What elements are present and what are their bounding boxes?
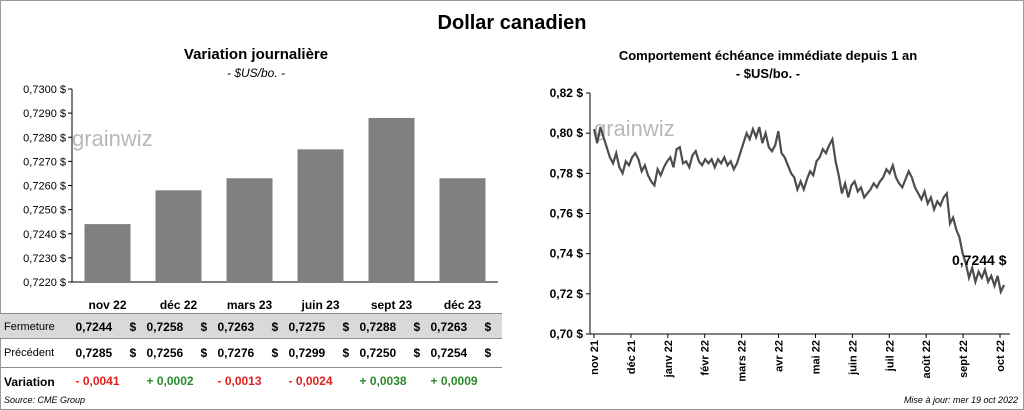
bar-category-label: mars 23: [227, 298, 273, 312]
bar-chart-subtitle: - $US/bo. -: [226, 66, 286, 80]
update-note: Mise à jour: mer 19 oct 2022: [903, 395, 1018, 405]
line-x-tick-label: août 22: [921, 340, 933, 379]
bar-category-label: juin 23: [300, 298, 339, 312]
line-y-tick-label: 0,76 $: [550, 207, 584, 221]
bar: [155, 190, 202, 282]
line-x-tick-label: sept 22: [958, 340, 970, 378]
line-x-tick-label: mai 22: [810, 340, 822, 374]
table-cell: 0,7244: [75, 320, 113, 334]
change-row: Variation - 0,0041 + 0,0002 - 0,0013 - 0,00…: [0, 367, 502, 393]
table-cell-currency: $: [484, 346, 492, 360]
line-series: [592, 125, 1005, 296]
previous-row-label: Précédent: [4, 347, 55, 359]
bar-y-tick-label: 0,7230 $: [23, 253, 66, 265]
table-cell-currency: $: [484, 320, 492, 334]
bar-chart-title: Variation journalière: [183, 46, 329, 63]
table-cell: 0,7288: [359, 320, 397, 334]
line-x-tick-label: févr 22: [700, 340, 712, 375]
watermark-text-right: grainwiz: [594, 116, 675, 141]
line-x-tick-label: déc 21: [626, 340, 638, 374]
bar-y-tick-label: 0,7240 $: [23, 229, 66, 241]
bar: [368, 117, 415, 282]
bar-y-tick-label: 0,7300 $: [23, 84, 66, 96]
bar-y-tick-label: 0,7250 $: [23, 205, 66, 217]
table-cell-currency: $: [129, 346, 137, 360]
table-cell: - 0,0013: [217, 374, 262, 388]
table-cell: + 0,0009: [430, 374, 478, 388]
table-cell: - 0,0024: [288, 374, 333, 388]
table-cell-currency: $: [413, 320, 421, 334]
bar: [297, 149, 344, 282]
bar: [439, 178, 486, 282]
line-chart-subtitle: - $US/bo. -: [735, 66, 801, 81]
line-y-tick-label: 0,72 $: [550, 287, 584, 301]
table-cell-currency: $: [342, 320, 350, 334]
line-y-tick-label: 0,80 $: [550, 126, 584, 140]
table-cell: - 0,0041: [75, 374, 120, 388]
table-cell: 0,7263: [217, 320, 255, 334]
line-x-tick-label: janv 22: [663, 340, 675, 378]
bar-category-label: sept 23: [371, 298, 413, 312]
bar-y-tick-label: 0,7260 $: [23, 181, 66, 193]
bar: [226, 178, 273, 282]
line-chart-y-axis: 0,70 $ 0,72 $ 0,74 $ 0,76 $ 0,78 $ 0,80 $ 0,82…: [550, 86, 1010, 341]
bar-chart-y-axis: 0,7220 $ 0,7230 $ 0,7240 $ 0,7250 $ 0,7260 $…: [23, 84, 498, 289]
line-x-tick-label: avr 22: [774, 340, 786, 372]
table-cell: 0,7254: [430, 346, 468, 360]
bar-chart-bars: [84, 117, 486, 282]
line-chart: grainwiz 0,70 $0,72 $0,74 $0,76 $0,78 $0…: [550, 86, 1010, 382]
bar-y-tick-label: 0,7220 $: [23, 277, 66, 289]
line-y-tick-label: 0,70 $: [550, 327, 584, 341]
line-y-tick-label: 0,78 $: [550, 166, 584, 180]
source-note: Source: CME Group: [4, 395, 86, 405]
bar-y-tick-label: 0,7290 $: [23, 108, 66, 120]
line-x-tick-label: juil 22: [884, 340, 896, 372]
line-x-tick-label: oct 22: [995, 340, 1007, 372]
bar-y-tick-label: 0,7280 $: [23, 132, 66, 144]
table-cell-currency: $: [200, 346, 208, 360]
main-title: Dollar canadien: [437, 12, 587, 34]
bar-category-label: déc 22: [160, 298, 198, 312]
table-cell: + 0,0002: [146, 374, 194, 388]
table-cell-currency: $: [129, 320, 137, 334]
bar-chart: grainwiz 0,7220 $ 0,7230 $ 0,7240 $ 0,7250 …: [23, 84, 498, 312]
table-cell-currency: $: [342, 346, 350, 360]
bar: [84, 224, 131, 282]
table-cell: 0,7263: [430, 320, 468, 334]
line-chart-title: Comportement échéance immédiate depuis 1…: [618, 48, 918, 63]
table-cell: 0,7285: [75, 346, 113, 360]
close-row-label: Fermeture: [4, 321, 55, 333]
table-cell: 0,7299: [288, 346, 326, 360]
table-cell: 0,7256: [146, 346, 184, 360]
table-cell: 0,7275: [288, 320, 326, 334]
line-x-tick-label: mars 22: [737, 340, 749, 382]
last-value-label: 0,7244 $: [952, 252, 1007, 268]
close-row: Fermeture 0,7244 $0,7258 $0,7263 $0,7275 $0,…: [0, 313, 502, 339]
table-cell: 0,7250: [359, 346, 397, 360]
line-chart-x-axis: nov 21 déc 21 janv 22 févr 22 mars 22 avr 22 m…: [589, 334, 1007, 382]
bar-chart-x-axis: nov 22 déc 22 mars 23 juin 23 sept 23 déc 23: [88, 298, 481, 312]
table-cell: 0,7276: [217, 346, 255, 360]
table-cell-currency: $: [200, 320, 208, 334]
bar-y-tick-label: 0,7270 $: [23, 156, 66, 168]
line-x-tick-label: juin 22: [847, 340, 859, 376]
watermark-text: grainwiz: [72, 126, 153, 151]
line-x-tick-label: nov 21: [589, 340, 601, 375]
table-cell: + 0,0038: [359, 374, 407, 388]
bar-category-label: nov 22: [88, 298, 126, 312]
table-cell-currency: $: [413, 346, 421, 360]
table-cell-currency: $: [271, 346, 279, 360]
line-y-tick-label: 0,74 $: [550, 247, 584, 261]
change-row-label: Variation: [4, 375, 55, 389]
table-cell: 0,7258: [146, 320, 184, 334]
table-cell-currency: $: [271, 320, 279, 334]
previous-row: Précédent 0,7285 $0,7256 $0,7276 $0,7299 $0,…: [0, 340, 502, 366]
line-y-tick-label: 0,82 $: [550, 86, 584, 100]
bar-category-label: déc 23: [444, 298, 482, 312]
